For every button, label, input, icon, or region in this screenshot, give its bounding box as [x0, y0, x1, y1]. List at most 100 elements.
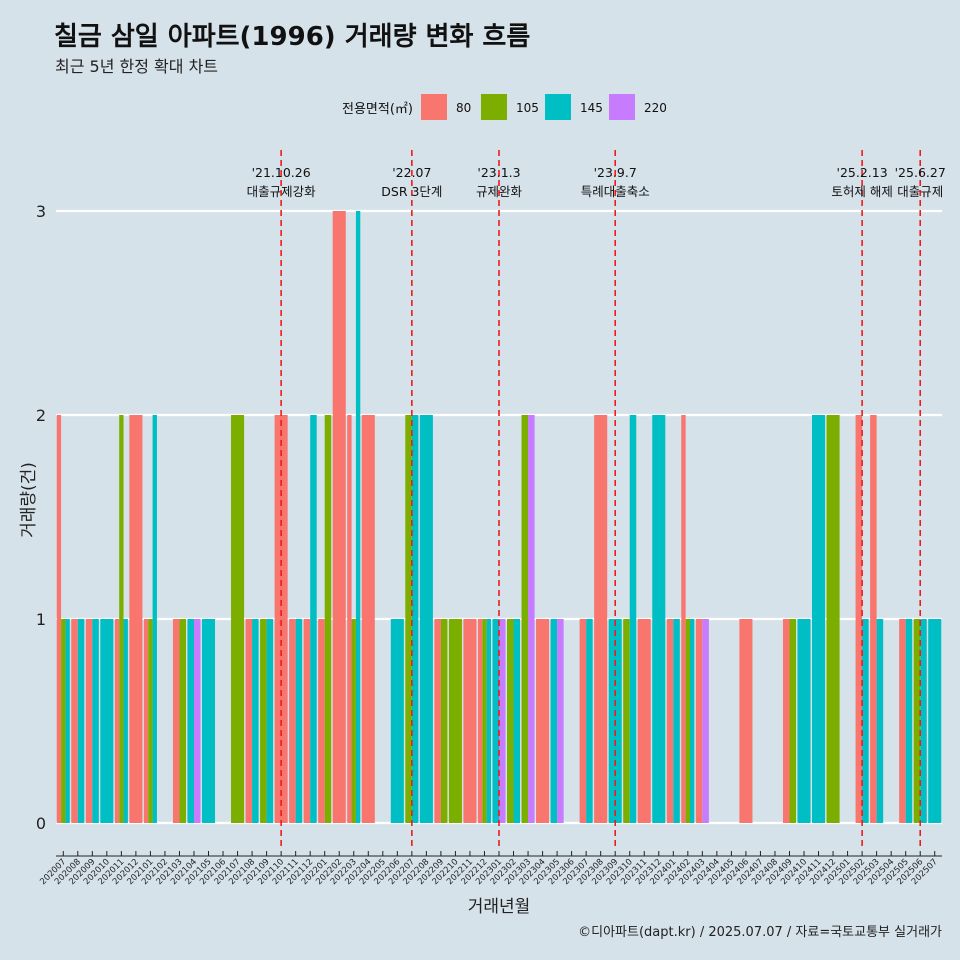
legend-swatch: [481, 94, 507, 120]
event-date-label: '23.9.7: [594, 165, 637, 180]
event-text-label: DSR 3단계: [381, 184, 442, 199]
bar: [905, 619, 913, 823]
legend-label: 220: [644, 101, 667, 115]
event-date-label: '21.10.26: [252, 165, 311, 180]
bar: [482, 619, 487, 823]
bar: [513, 619, 521, 823]
chart-subtitle: 최근 5년 한정 확대 차트: [55, 57, 219, 76]
bar: [71, 619, 78, 823]
event-date-label: '23.1.3: [477, 165, 520, 180]
bar: [318, 619, 325, 823]
bar: [114, 619, 120, 823]
bar: [557, 619, 564, 823]
bar: [536, 619, 550, 823]
bar: [129, 415, 143, 823]
legend-swatch: [609, 94, 635, 120]
event-text-label: 특례대출축소: [581, 184, 650, 199]
bar: [928, 619, 942, 823]
bar: [152, 415, 157, 823]
bar: [324, 415, 332, 823]
bar: [92, 619, 99, 823]
bar: [148, 619, 153, 823]
bar: [550, 619, 558, 823]
bar: [332, 211, 346, 823]
bar: [594, 415, 608, 823]
bar: [295, 619, 303, 823]
event-date-label: '25.2.13: [837, 165, 888, 180]
bar: [855, 415, 863, 823]
bar: [652, 415, 666, 823]
bar: [702, 619, 709, 823]
bar: [920, 619, 927, 823]
bar: [61, 619, 66, 823]
bar: [486, 619, 492, 823]
bar: [782, 619, 790, 823]
bar: [201, 619, 216, 823]
bar: [143, 619, 149, 823]
bar: [629, 415, 637, 823]
y-tick-label: 3: [36, 202, 46, 221]
bar: [463, 619, 477, 823]
y-tick-label: 1: [36, 610, 46, 629]
bar: [411, 415, 419, 823]
bar: [826, 415, 840, 823]
chart-title: 칠금 삼일 아파트(1996) 거래량 변화 흐름: [54, 22, 531, 52]
bar: [695, 619, 703, 823]
bar: [266, 619, 274, 823]
bar: [303, 619, 311, 823]
bar: [85, 619, 93, 823]
bar: [492, 619, 499, 823]
legend-title: 전용면적(㎡): [342, 102, 413, 117]
bar: [440, 619, 448, 823]
bar: [797, 619, 811, 823]
bar: [252, 619, 259, 823]
bar: [405, 415, 412, 823]
bar: [913, 619, 921, 823]
bar: [434, 619, 441, 823]
bar: [876, 619, 884, 823]
bar: [179, 619, 186, 823]
bar: [260, 619, 267, 823]
event-text-label: 대출규제강화: [247, 184, 317, 199]
chart-caption: ©디아파트(dapt.kr) / 2025.07.07 / 자료=국토교통부 실…: [578, 925, 942, 940]
legend-label: 145: [580, 101, 603, 115]
bar: [274, 415, 288, 823]
bar: [187, 619, 194, 823]
bar: [231, 415, 245, 823]
bar: [390, 619, 404, 823]
bar: [812, 415, 826, 823]
bar: [862, 619, 869, 823]
bar: [193, 619, 201, 823]
bar: [666, 619, 674, 823]
bar: [789, 619, 797, 823]
bar: [361, 415, 375, 823]
bar: [521, 415, 529, 823]
bar: [448, 619, 462, 823]
y-tick-label: 2: [36, 406, 46, 425]
bar: [347, 415, 352, 823]
bar: [77, 619, 85, 823]
bar: [870, 415, 877, 823]
bar: [289, 619, 296, 823]
bar: [351, 619, 356, 823]
bar: [528, 415, 535, 823]
bar: [499, 619, 506, 823]
legend-label: 105: [516, 101, 539, 115]
event-date-label: '22.07: [392, 165, 431, 180]
bar: [310, 415, 317, 823]
y-axis-title: 거래량(건): [19, 462, 39, 538]
bar: [477, 619, 483, 823]
legend-label: 80: [456, 101, 471, 115]
bar: [673, 619, 680, 823]
bar: [899, 619, 906, 823]
bar: [245, 619, 253, 823]
bar: [100, 619, 114, 823]
bar: [355, 211, 361, 823]
bar: [506, 619, 514, 823]
bar: [689, 619, 695, 823]
bar: [681, 415, 686, 823]
bar: [172, 619, 180, 823]
bar: [586, 619, 593, 823]
bar: [739, 619, 753, 823]
